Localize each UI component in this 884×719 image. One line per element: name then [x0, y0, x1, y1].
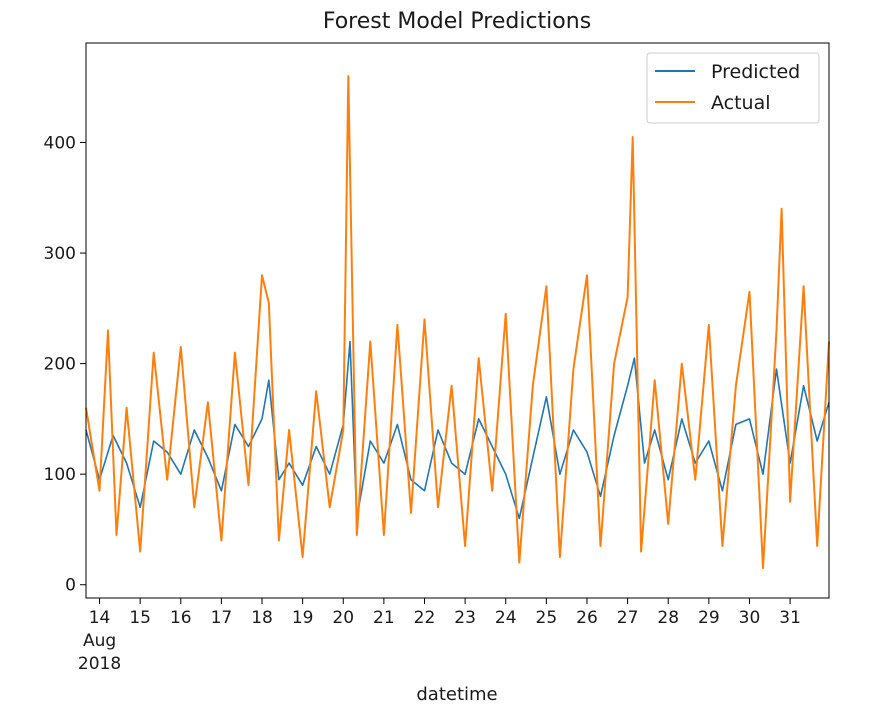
chart-legend: Predicted Actual — [646, 52, 820, 124]
x-axis-label: datetime — [416, 684, 497, 705]
x-tick-label: 19 — [292, 608, 314, 628]
y-tick-label: 100 — [44, 465, 76, 485]
x-axis: 14 Aug 2018 15 16 17 18 19 20 21 22 23 24 25 26 27 28 29 3… — [78, 598, 801, 674]
x-tick-label: 21 — [373, 608, 395, 628]
legend-label-predicted: Predicted — [711, 61, 800, 83]
x-tick-label: 20 — [332, 608, 354, 628]
legend-label-actual: Actual — [711, 92, 771, 114]
x-tick-label: 27 — [617, 608, 639, 628]
chart-title: Forest Model Predictions — [323, 9, 591, 34]
x-tick-label: 15 — [129, 608, 151, 628]
x-tick-label: 28 — [657, 608, 679, 628]
x-tick-label: 14 — [89, 608, 111, 628]
x-tick-label: 31 — [779, 608, 801, 628]
x-tick-label: 17 — [211, 608, 233, 628]
y-tick-label: 200 — [44, 355, 76, 375]
x-tick-label: 29 — [698, 608, 720, 628]
x-tick-label: 26 — [576, 608, 598, 628]
y-axis: 0 100 200 300 400 — [44, 134, 86, 596]
x-tick-sublabel: 2018 — [78, 654, 121, 674]
x-tick-label: 16 — [170, 608, 192, 628]
x-tick-sublabel: Aug — [83, 631, 116, 651]
plot-frame — [85, 42, 830, 599]
series-line-actual — [85, 75, 830, 570]
y-tick-label: 300 — [44, 244, 76, 264]
y-tick-label: 400 — [44, 134, 76, 154]
x-tick-label: 22 — [414, 608, 436, 628]
y-tick-label: 0 — [65, 576, 76, 596]
x-tick-label: 24 — [495, 608, 517, 628]
x-tick-label: 18 — [251, 608, 273, 628]
x-tick-label: 30 — [739, 608, 761, 628]
series-line-predicted — [85, 340, 830, 520]
plot-area — [85, 75, 830, 570]
x-tick-label: 23 — [454, 608, 476, 628]
x-tick-label: 25 — [536, 608, 558, 628]
